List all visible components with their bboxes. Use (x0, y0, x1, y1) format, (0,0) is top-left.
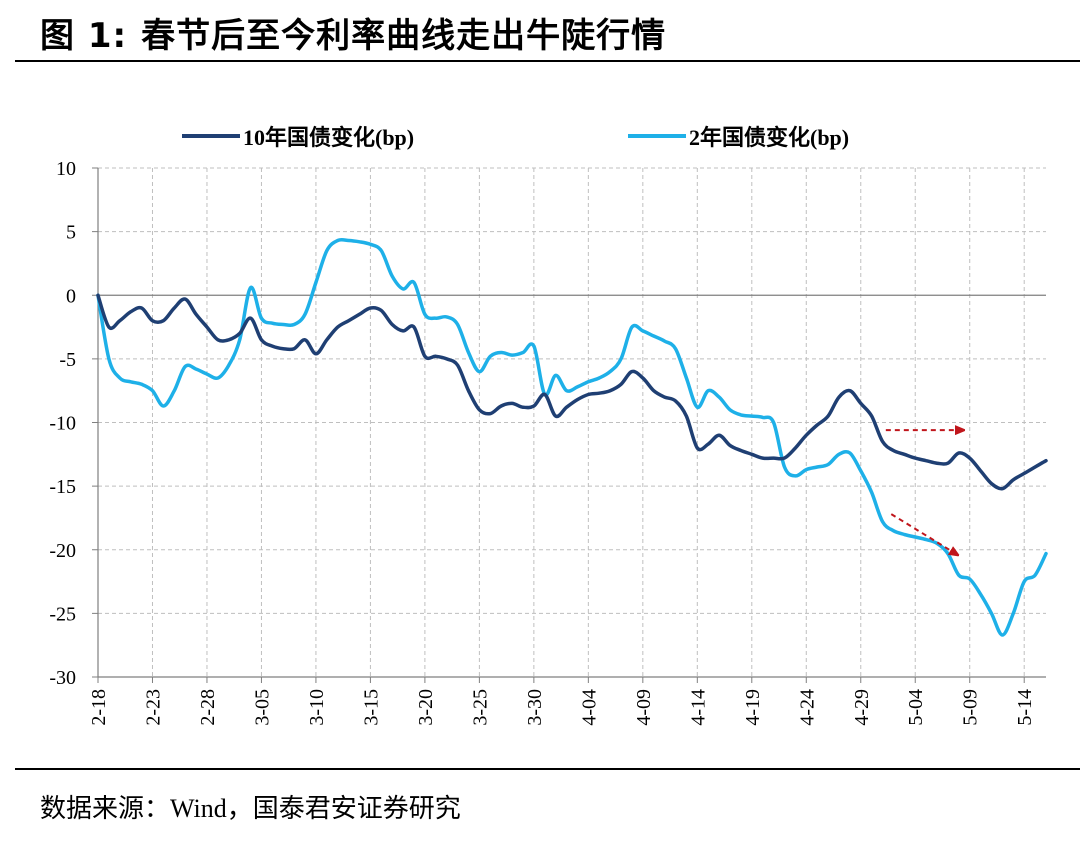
top-rule (15, 60, 1080, 62)
x-tick-label: 3-10 (306, 689, 328, 726)
source-value: Wind，国泰君安证券研究 (170, 794, 461, 823)
y-tick-label: 0 (66, 285, 76, 307)
legend: 10年国债变化(bp) 2年国债变化(bp) (182, 125, 849, 150)
figure-title: 图 1: 春节后至今利率曲线走出牛陡行情 (40, 8, 666, 57)
x-tick-label: 3-15 (360, 689, 382, 726)
x-tick-label: 2-23 (142, 689, 164, 726)
x-tick-label: 5-04 (905, 689, 927, 726)
x-tick-label: 5-09 (960, 689, 982, 726)
x-tick-label: 4-04 (578, 689, 600, 726)
x-tick-label: 3-20 (415, 689, 437, 726)
x-axis-ticks: 2-18 2-23 2-28 3-05 3-10 3-15 3-20 3-25 3-30 4-04… (88, 677, 1036, 726)
x-tick-label: 4-29 (851, 689, 873, 726)
y-tick-label: -30 (49, 667, 76, 689)
x-tick-label: 3-30 (524, 689, 546, 726)
source-label: 数据来源： (40, 794, 171, 824)
x-tick-label: 2-28 (197, 689, 219, 726)
y-axis-ticks: 10 5 0 -5 -10 -15 -20 -25 -30 (49, 158, 98, 689)
y-tick-label: -15 (49, 476, 76, 498)
legend-label-2y: 2年国债变化(bp) (689, 125, 849, 150)
x-tick-label: 3-05 (251, 689, 273, 726)
figure-title-text: 春节后至今利率曲线走出牛陡行情 (141, 16, 667, 56)
source-note: 数据来源：Wind，国泰君安证券研究 (40, 788, 461, 825)
y-tick-label: 5 (66, 222, 76, 244)
series-line-10y (96, 293, 1048, 491)
y-tick-label: -25 (49, 603, 76, 625)
series-line-2y (96, 237, 1048, 637)
annotation-arrows (885, 430, 961, 553)
y-tick-label: -20 (49, 540, 76, 562)
figure-label: 图 1: (40, 16, 128, 56)
x-tick-label: 4-14 (687, 689, 709, 726)
y-tick-label: -10 (49, 413, 76, 435)
x-tick-label: 2-18 (88, 689, 110, 726)
legend-label-10y: 10年国债变化(bp) (243, 125, 414, 150)
x-tick-label: 3-25 (469, 689, 491, 726)
x-tick-label: 4-19 (742, 689, 764, 726)
x-tick-label: 4-09 (633, 689, 655, 726)
annotation-arrow-2y (890, 513, 955, 553)
x-tick-label: 4-24 (796, 689, 818, 726)
grid-lines (98, 167, 1046, 677)
y-tick-label: -5 (59, 349, 76, 371)
line-chart: 10 5 0 -5 -10 -15 -20 -25 -30 2-18 2-23 2-28 3-05 3-… (49, 125, 1048, 726)
series-group (96, 237, 1048, 637)
bottom-rule (15, 768, 1080, 770)
y-tick-label: 10 (56, 158, 76, 180)
x-tick-label: 5-14 (1014, 689, 1036, 726)
